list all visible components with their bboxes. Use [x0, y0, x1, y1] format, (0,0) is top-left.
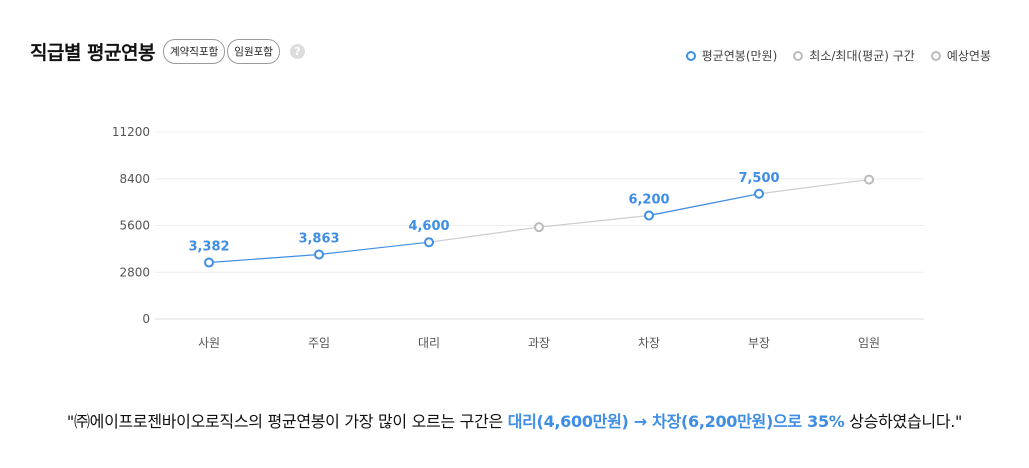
- y-tick-label: 11200: [112, 125, 150, 139]
- x-tick-label: 부장: [748, 336, 770, 350]
- series-line-average: [208, 253, 320, 264]
- badge-contract-included[interactable]: 계약직포함: [162, 39, 226, 64]
- data-label: 3,863: [298, 232, 339, 247]
- average-point: [424, 237, 434, 248]
- y-tick-label: 2800: [119, 265, 150, 279]
- average-point: [204, 257, 214, 268]
- data-label: 6,200: [628, 192, 669, 207]
- average-point: [314, 249, 324, 260]
- x-tick-label: 과장: [528, 336, 550, 350]
- question-icon[interactable]: ?: [289, 44, 305, 59]
- badge-executive-included[interactable]: 임원포함: [227, 39, 280, 64]
- chart-header: 직급별 평균연봉 계약직포함 임원포함 ?: [30, 38, 305, 65]
- summary-text: "㈜에이프로젠바이오로직스의 평균연봉이 가장 많이 오르는 구간은 대리(4,…: [0, 408, 1029, 432]
- legend-marker-average: [685, 50, 696, 61]
- x-tick-label: 주임: [308, 336, 330, 350]
- legend-item-range: 최소/최대(평균) 구간: [793, 47, 915, 64]
- series-line-average: [648, 193, 760, 217]
- summary-highlight: 대리(4,600만원) → 차장(6,200만원)으로 35%: [507, 412, 845, 431]
- salary-line-chart: 0 2800 5600 8400 11200 사원 주임 대리 과장 차장 부장 임원 3,382 3,8…: [112, 125, 924, 350]
- expected-point: [864, 174, 874, 185]
- chart-legend: 평균연봉(만원) 최소/최대(평균) 구간 예상연봉: [670, 47, 991, 64]
- x-tick-label: 임원: [858, 336, 880, 350]
- legend-marker-expected: [930, 50, 941, 61]
- average-point: [754, 188, 764, 199]
- data-label: 4,600: [408, 219, 449, 234]
- legend-item-expected: 예상연봉: [930, 47, 991, 64]
- expected-point: [534, 222, 544, 233]
- legend-label-range: 최소/최대(평균) 구간: [809, 49, 915, 63]
- average-point: [644, 210, 654, 221]
- summary-suffix: 상승하였습니다.": [844, 412, 963, 431]
- y-tick-label: 8400: [119, 172, 150, 186]
- data-label: 7,500: [738, 171, 779, 186]
- data-label: 3,382: [188, 240, 229, 255]
- legend-item-average: 평균연봉(만원): [685, 47, 778, 64]
- x-tick-label: 대리: [418, 336, 440, 350]
- legend-marker-range: [793, 50, 804, 61]
- summary-prefix: "㈜에이프로젠바이오로직스의 평균연봉이 가장 많이 오르는 구간은: [66, 412, 508, 431]
- legend-label-expected: 예상연봉: [946, 49, 991, 63]
- legend-label-average: 평균연봉(만원): [701, 49, 778, 63]
- x-tick-label: 사원: [198, 336, 220, 350]
- y-tick-label: 5600: [119, 219, 150, 233]
- series-line-average: [318, 241, 430, 256]
- page-title: 직급별 평균연봉: [30, 42, 155, 64]
- y-tick-label: 0: [142, 312, 150, 326]
- x-tick-label: 차장: [638, 336, 660, 350]
